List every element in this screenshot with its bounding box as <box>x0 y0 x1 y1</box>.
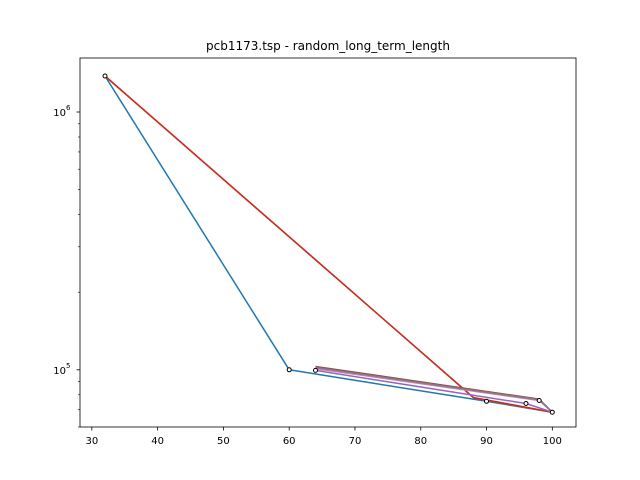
x-tick-label: 50 <box>217 436 230 447</box>
x-tick-label: 40 <box>151 436 164 447</box>
y-tick-exponent: 6 <box>66 104 71 112</box>
data-point-marker <box>313 367 318 373</box>
x-tick-label: 30 <box>85 436 98 447</box>
x-tick-label: 90 <box>480 436 493 447</box>
data-point-marker <box>523 401 529 406</box>
x-tick-label: 70 <box>349 436 362 447</box>
x-tick-label: 60 <box>283 436 296 447</box>
data-point-marker <box>102 73 108 79</box>
data-point-marker <box>536 398 542 403</box>
y-tick-label: 10 <box>53 366 66 377</box>
y-tick-exponent: 5 <box>66 362 70 370</box>
data-point-marker <box>484 398 489 404</box>
marker-layer <box>102 73 555 415</box>
x-tick-label: 80 <box>414 436 427 447</box>
data-point-marker <box>549 409 555 415</box>
x-tick-label: 100 <box>543 436 562 447</box>
series-line-4 <box>104 75 553 413</box>
chart-title: pcb1173.tsp - random_long_term_length <box>206 39 450 53</box>
y-tick-label: 10 <box>53 108 66 119</box>
plot-area-frame <box>79 57 577 428</box>
data-point-marker <box>286 367 292 373</box>
